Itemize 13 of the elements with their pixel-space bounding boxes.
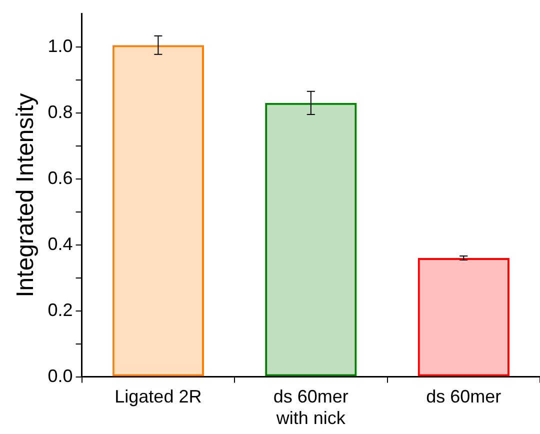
y-tick-label: 1.0 — [48, 36, 73, 56]
y-tick-label: 0.4 — [48, 234, 73, 254]
bar — [265, 102, 357, 376]
bar — [418, 258, 510, 376]
x-tick-label: ds 60mer — [426, 386, 502, 407]
y-tick-label: 0.8 — [48, 102, 73, 122]
y-axis-title: Integrated Intensity — [12, 93, 40, 298]
y-tick-label: 0.6 — [48, 168, 73, 188]
x-tick-label: ds 60mer with nick — [273, 386, 348, 428]
y-tick-label: 0.2 — [48, 300, 73, 320]
y-tick-label: 0.0 — [48, 366, 73, 386]
bar — [112, 45, 204, 376]
x-tick-label: Ligated 2R — [114, 386, 202, 407]
